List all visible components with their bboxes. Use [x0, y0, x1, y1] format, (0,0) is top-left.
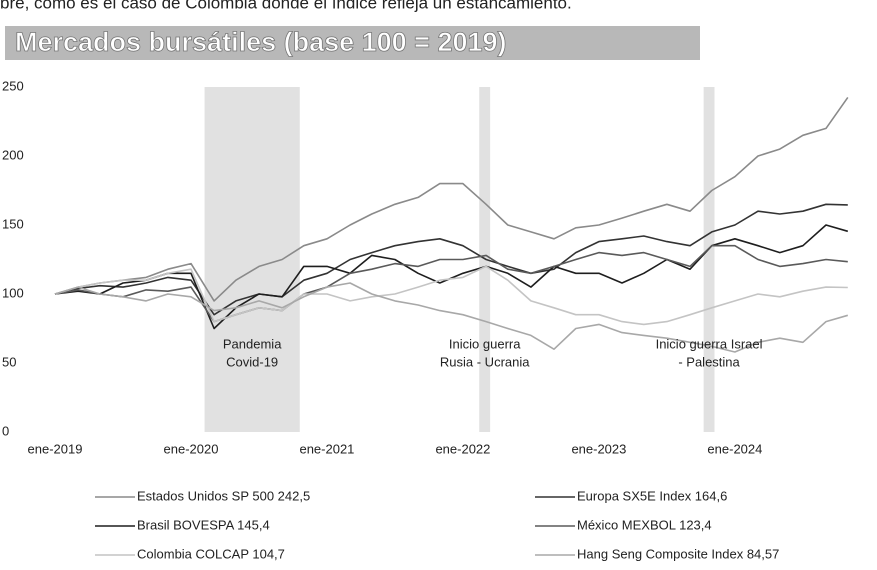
event-band	[703, 87, 715, 432]
x-tick-label: ene-2023	[571, 441, 626, 456]
annotation-text: Covid-19	[226, 354, 278, 369]
legend-label: Colombia COLCAP 104,7	[137, 546, 285, 561]
legend-label: México MEXBOL 123,4	[577, 517, 712, 532]
legend-label: Brasil BOVESPA 145,4	[137, 517, 270, 532]
series-line	[54, 282, 849, 353]
legend-label: Estados Unidos SP 500 242,5	[137, 488, 310, 503]
y-tick-label: 250	[2, 78, 24, 93]
annotation-text: Inicio guerra	[449, 336, 521, 351]
chart-title: Mercados bursátiles (base 100 = 2019)	[15, 27, 507, 57]
legend-label: Europa SX5E Index 164,6	[577, 488, 727, 503]
y-tick-label: 0	[2, 423, 9, 438]
event-band	[204, 87, 300, 432]
x-tick-label: ene-2024	[707, 441, 762, 456]
y-tick-label: 100	[2, 285, 24, 300]
annotation-text: Inicio guerra Israel	[656, 336, 763, 351]
x-tick-label: ene-2020	[164, 441, 219, 456]
series-line	[54, 265, 848, 326]
series-line	[54, 203, 848, 316]
y-tick-label: 150	[2, 216, 24, 231]
series-line	[54, 244, 848, 323]
intro-text: bre, como es el caso de Colombia donde e…	[0, 0, 572, 12]
y-tick-label: 50	[2, 354, 16, 369]
series-line	[54, 96, 849, 302]
annotation-text: Rusia - Ucrania	[440, 354, 530, 369]
y-tick-label: 200	[2, 147, 24, 162]
title-band	[5, 26, 700, 60]
x-tick-label: ene-2021	[299, 441, 354, 456]
annotation-text: - Palestina	[678, 354, 740, 369]
x-tick-label: ene-2022	[435, 441, 490, 456]
x-tick-label: ene-2019	[28, 441, 83, 456]
annotation-text: Pandemia	[223, 336, 282, 351]
legend-label: Hang Seng Composite Index 84,57	[577, 546, 779, 561]
